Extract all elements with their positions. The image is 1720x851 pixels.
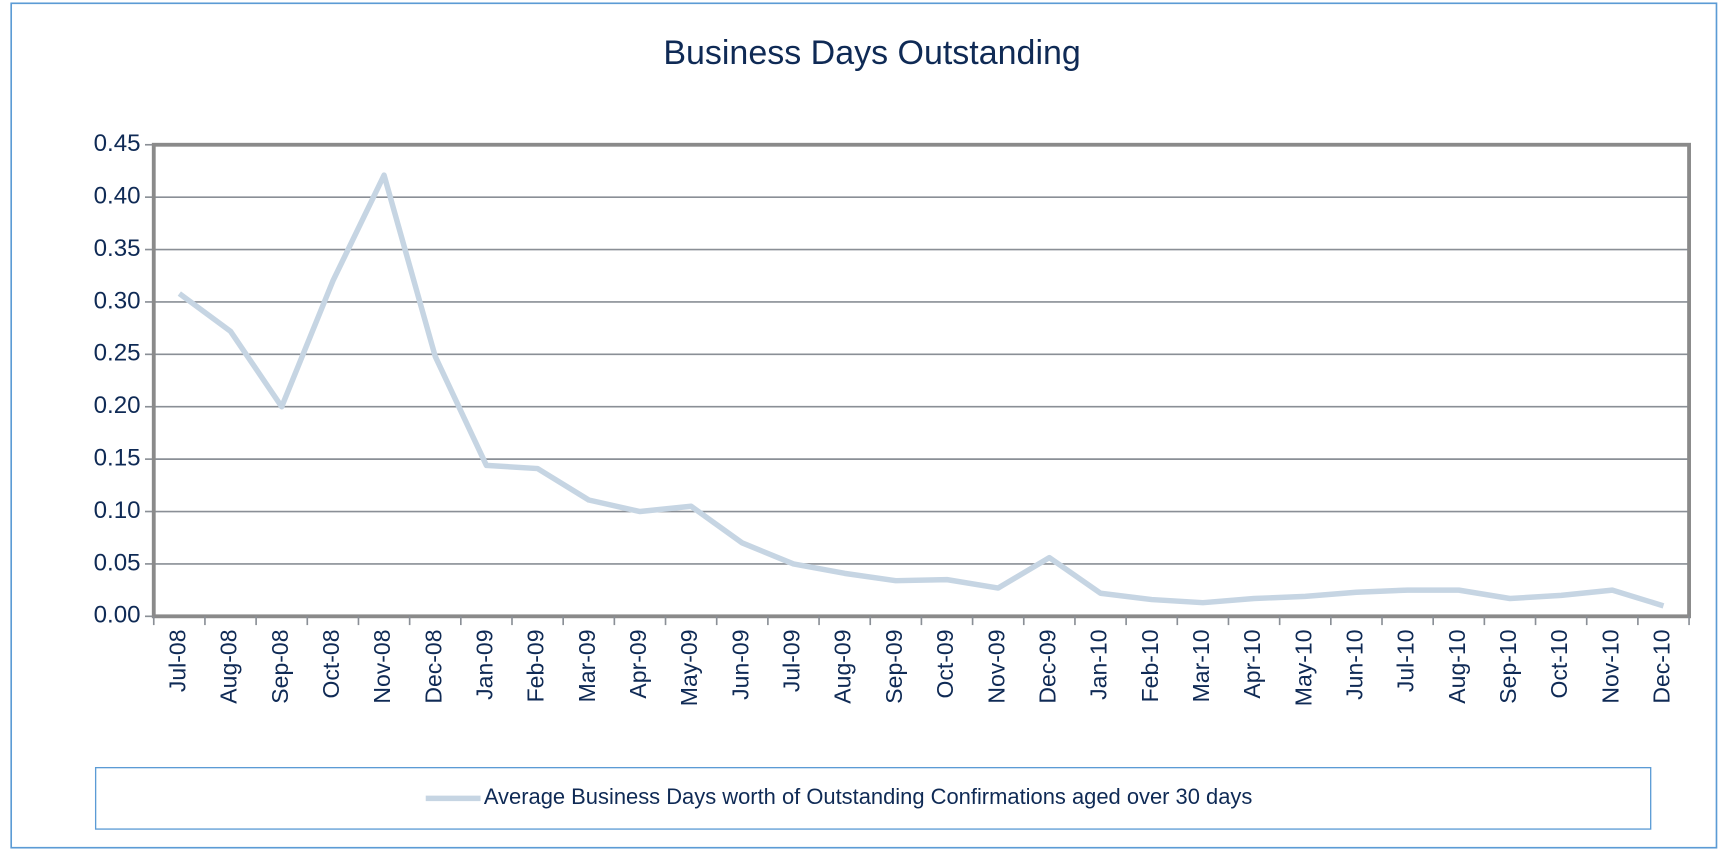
x-tick-label: Feb-10 xyxy=(1137,629,1163,702)
x-tick-label: Jul-09 xyxy=(779,629,805,692)
x-tick-label: Mar-10 xyxy=(1188,629,1214,702)
x-tick-label: Jul-10 xyxy=(1393,629,1419,692)
x-tick-label: Mar-09 xyxy=(574,629,600,702)
x-tick-label: Apr-10 xyxy=(1239,629,1265,698)
x-tick-label: Aug-09 xyxy=(830,629,856,703)
x-tick-label: Nov-08 xyxy=(369,629,395,703)
x-tick-label: Sep-10 xyxy=(1495,629,1521,703)
chart-frame xyxy=(10,2,1718,849)
x-tick-label: Jan-10 xyxy=(1086,629,1112,699)
x-tick-label: Sep-08 xyxy=(267,629,293,703)
chart-title: Business Days Outstanding xyxy=(663,34,1080,72)
x-tick-label: Oct-09 xyxy=(932,629,958,698)
y-tick-label: 0.35 xyxy=(94,235,141,262)
legend-label: Average Business Days worth of Outstandi… xyxy=(484,784,1253,809)
y-tick-label: 0.10 xyxy=(94,497,141,524)
x-tick-label: Dec-10 xyxy=(1649,629,1675,703)
x-tick-label: Aug-10 xyxy=(1444,629,1470,703)
x-tick-label: Nov-10 xyxy=(1597,629,1623,703)
x-tick-label: Jan-09 xyxy=(471,629,497,699)
y-tick-label: 0.25 xyxy=(94,340,141,367)
y-tick-label: 0.20 xyxy=(94,392,141,419)
x-tick-label: Sep-09 xyxy=(881,629,907,703)
x-tick-label: May-10 xyxy=(1290,629,1316,706)
y-tick-label: 0.30 xyxy=(94,287,141,314)
x-tick-label: Dec-09 xyxy=(1034,629,1060,703)
legend-box xyxy=(94,766,1652,830)
data-line xyxy=(177,172,1665,609)
x-tick-label: Jun-10 xyxy=(1341,629,1367,699)
x-tick-label: Dec-08 xyxy=(420,629,446,703)
x-tick-label: Feb-09 xyxy=(523,629,549,702)
x-tick-label: May-09 xyxy=(676,629,702,706)
x-tick-label: Nov-09 xyxy=(983,629,1009,703)
y-tick-label: 0.45 xyxy=(94,130,141,157)
x-tick-label: Oct-10 xyxy=(1546,629,1572,698)
y-tick-label: 0.40 xyxy=(94,183,141,210)
x-tick-label: Oct-08 xyxy=(318,629,344,698)
y-tick-label: 0.00 xyxy=(94,602,141,629)
x-tick-label: Jun-09 xyxy=(727,629,753,699)
x-tick-label: Aug-08 xyxy=(216,629,242,703)
x-tick-label: Jul-08 xyxy=(164,629,190,692)
y-tick-label: 0.15 xyxy=(94,445,141,472)
y-tick-label: 0.05 xyxy=(94,549,141,576)
x-tick-label: Apr-09 xyxy=(625,629,651,698)
